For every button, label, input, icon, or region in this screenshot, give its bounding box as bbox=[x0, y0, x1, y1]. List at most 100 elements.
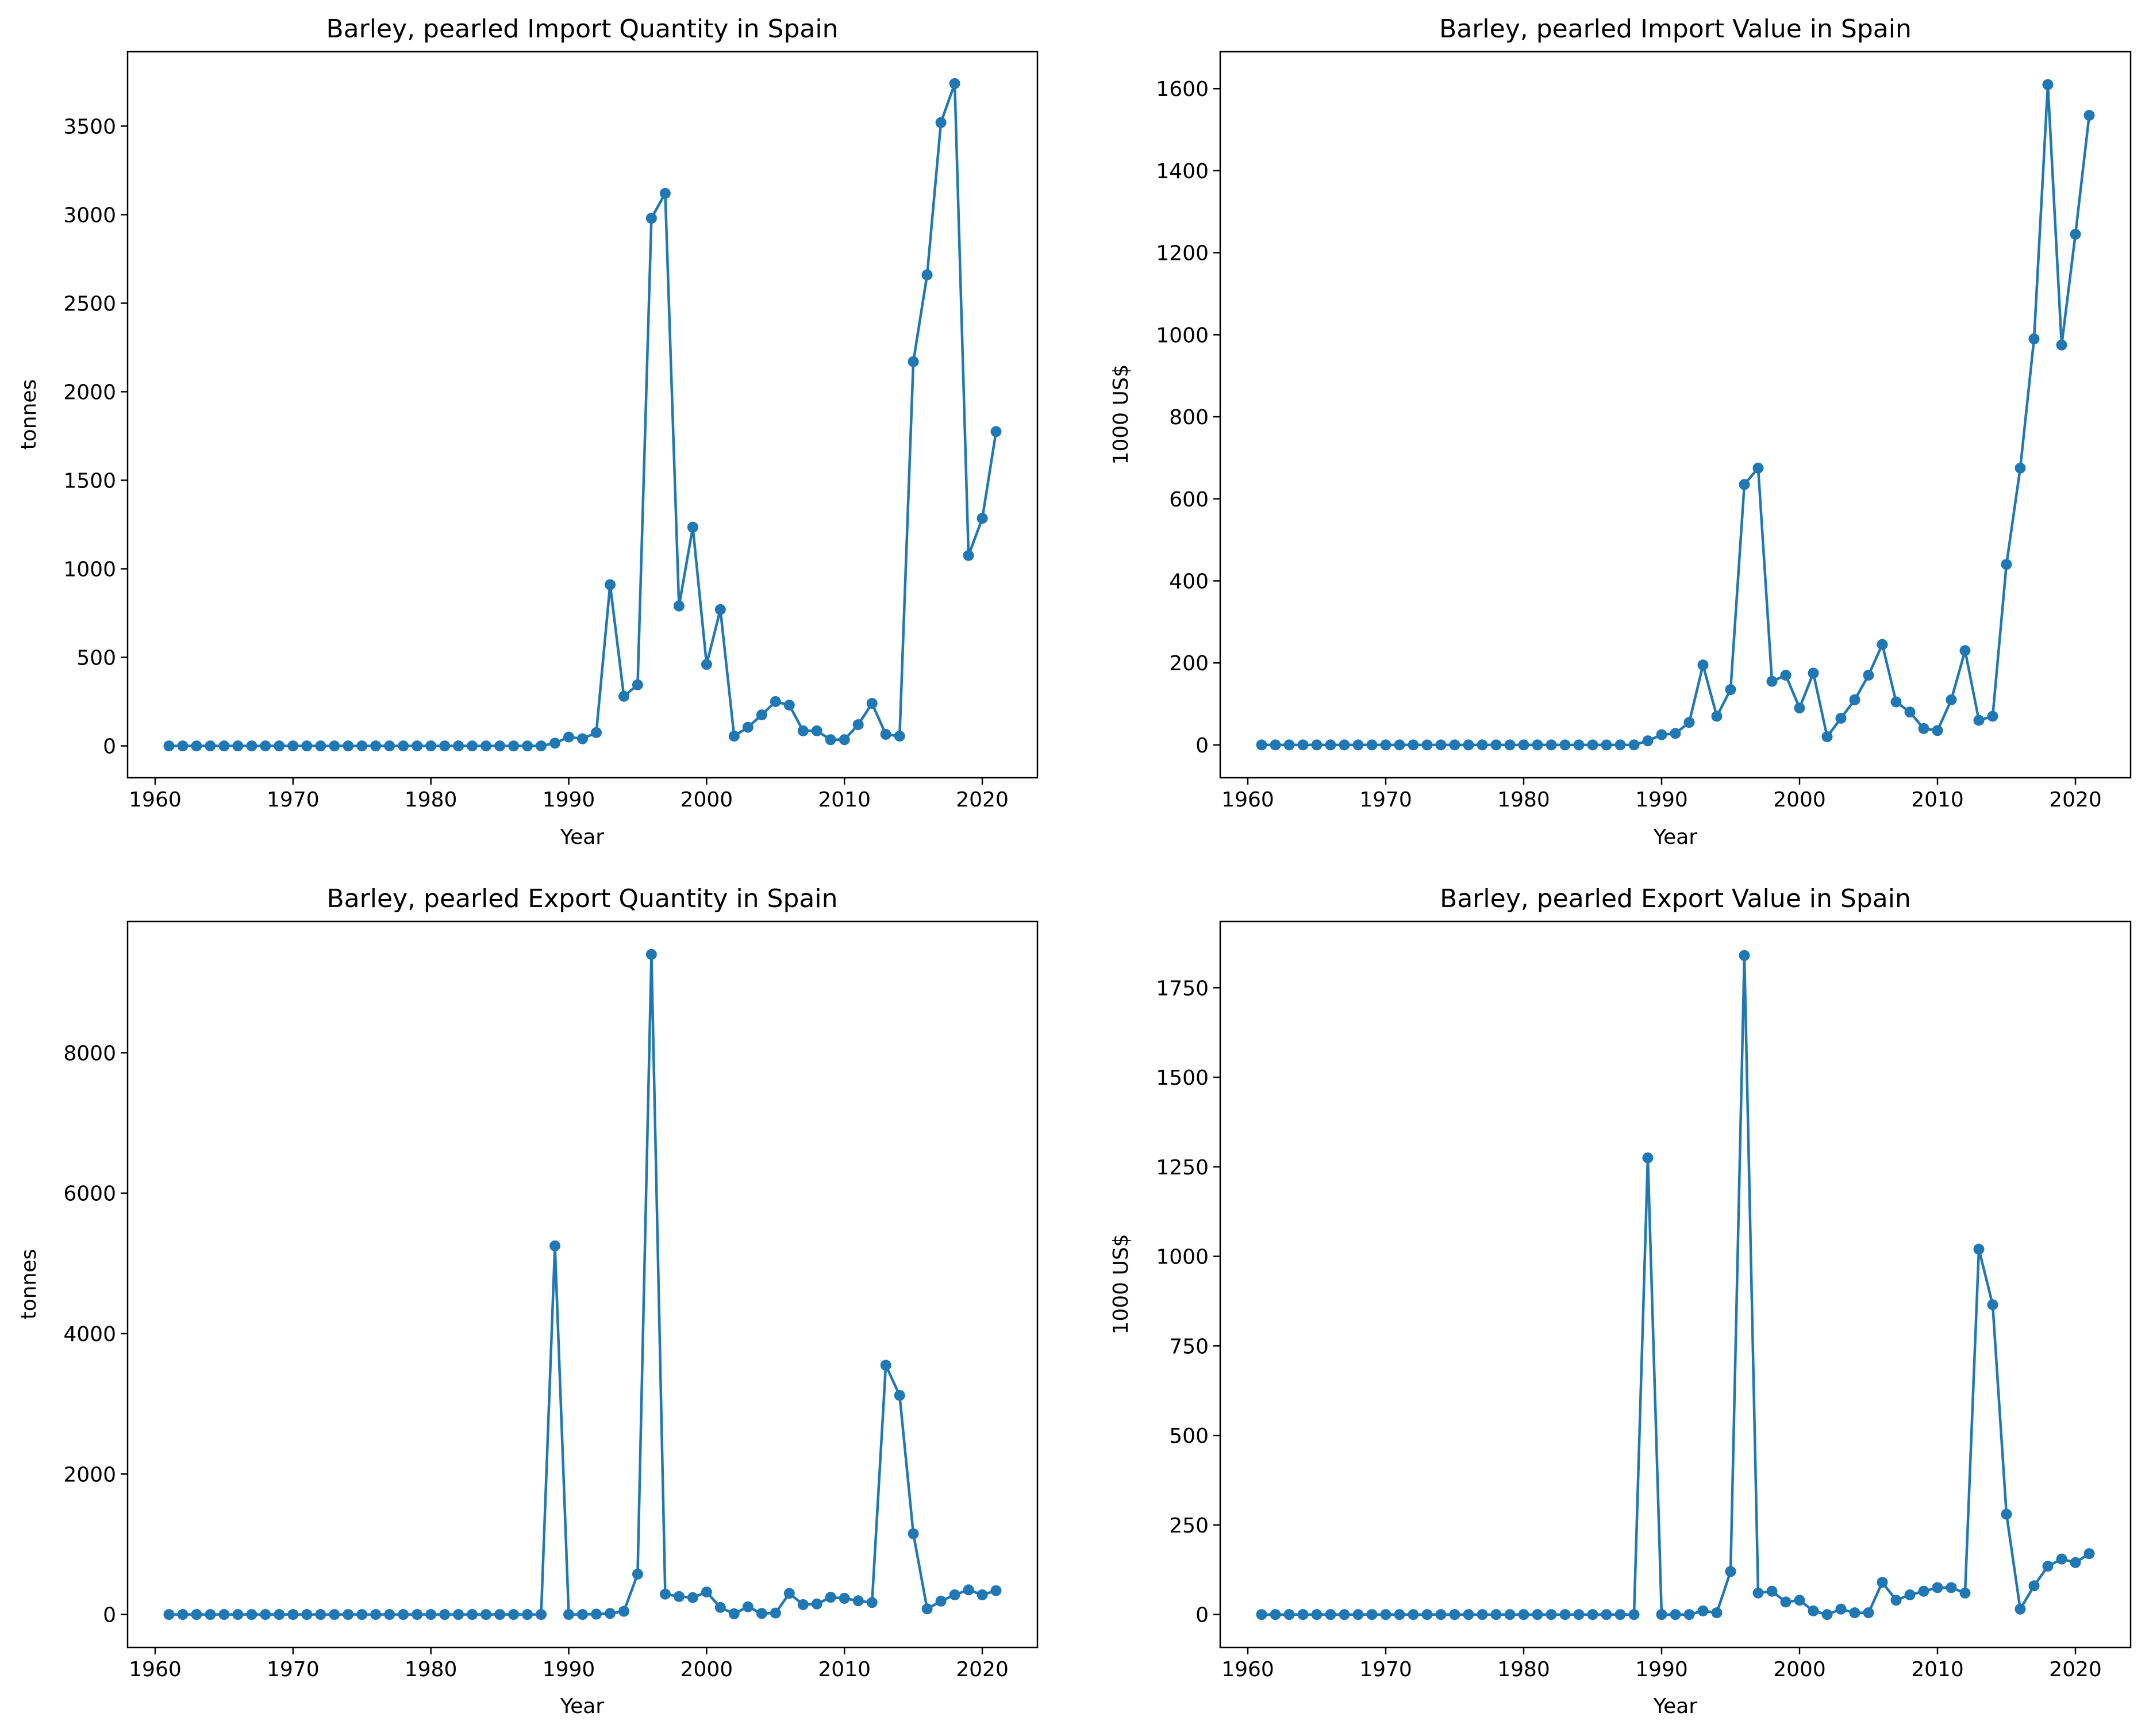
data-point bbox=[1559, 739, 1571, 751]
data-point bbox=[1283, 1609, 1295, 1620]
data-point bbox=[935, 1595, 947, 1607]
x-tick-label: 1970 bbox=[1359, 1658, 1412, 1681]
data-point bbox=[1959, 645, 1971, 656]
data-point bbox=[1739, 950, 1750, 961]
data-point bbox=[1352, 739, 1364, 751]
data-point bbox=[1339, 739, 1350, 751]
data-point bbox=[1918, 723, 1929, 734]
data-point bbox=[1739, 479, 1750, 490]
data-point bbox=[1490, 739, 1502, 751]
data-point bbox=[1311, 739, 1323, 751]
y-tick-label: 200 bbox=[1169, 652, 1209, 675]
data-point bbox=[467, 740, 478, 752]
x-tick-label: 2000 bbox=[1773, 788, 1826, 812]
y-tick-label: 1000 bbox=[1156, 324, 1209, 347]
data-point bbox=[1821, 1609, 1833, 1620]
data-point bbox=[177, 740, 189, 752]
data-point bbox=[1890, 696, 1902, 708]
data-point bbox=[439, 740, 451, 752]
data-point bbox=[2056, 1553, 2067, 1565]
data-point bbox=[1587, 1609, 1598, 1620]
x-tick-label: 1990 bbox=[1635, 788, 1688, 812]
data-point bbox=[949, 78, 960, 89]
data-point bbox=[839, 734, 850, 746]
data-point bbox=[632, 679, 643, 690]
data-point bbox=[163, 1609, 175, 1620]
y-tick-label: 6000 bbox=[63, 1182, 116, 1206]
data-point bbox=[756, 1608, 767, 1619]
x-tick-label: 1990 bbox=[1635, 1658, 1688, 1681]
data-point bbox=[811, 725, 822, 736]
x-tick-label: 1960 bbox=[129, 1658, 182, 1681]
data-point bbox=[1435, 1609, 1447, 1620]
x-tick-label: 2000 bbox=[1773, 1658, 1826, 1681]
axes-frame bbox=[1219, 51, 2132, 779]
data-point bbox=[453, 740, 464, 752]
data-point bbox=[825, 1592, 836, 1603]
data-point bbox=[218, 740, 230, 752]
data-point bbox=[894, 1390, 905, 1401]
y-tick-label: 600 bbox=[1169, 488, 1209, 512]
data-point bbox=[921, 1603, 933, 1615]
x-axis-label: Year bbox=[1653, 1695, 1697, 1718]
data-point bbox=[343, 1609, 354, 1620]
data-point bbox=[645, 948, 657, 960]
data-point bbox=[1380, 1609, 1391, 1620]
data-point bbox=[1380, 739, 1391, 751]
data-point bbox=[1780, 670, 1792, 681]
data-point bbox=[1642, 735, 1654, 747]
data-point bbox=[1752, 1587, 1764, 1599]
data-point bbox=[1711, 1607, 1723, 1619]
y-axis-label: 1000 US$ bbox=[1109, 1234, 1133, 1334]
data-point bbox=[1352, 1609, 1364, 1620]
data-point bbox=[605, 579, 616, 590]
data-point bbox=[659, 1588, 671, 1600]
data-point bbox=[260, 740, 271, 752]
data-point bbox=[1421, 739, 1433, 751]
data-point bbox=[866, 1597, 878, 1608]
x-tick-label: 2020 bbox=[956, 788, 1009, 812]
data-point bbox=[1932, 725, 1943, 736]
data-point bbox=[2083, 110, 2095, 121]
x-tick-label: 1970 bbox=[267, 788, 320, 812]
data-point bbox=[921, 269, 933, 281]
data-point bbox=[1794, 702, 1805, 714]
data-point bbox=[1670, 1609, 1681, 1620]
data-point bbox=[908, 1528, 919, 1539]
y-tick-label: 4000 bbox=[63, 1323, 116, 1346]
x-tick-label: 2000 bbox=[681, 1658, 733, 1681]
x-tick-label: 1980 bbox=[405, 1658, 458, 1681]
x-tick-label: 2010 bbox=[818, 1658, 871, 1681]
data-point bbox=[632, 1568, 643, 1580]
data-point bbox=[1477, 739, 1488, 751]
data-point bbox=[852, 719, 864, 731]
x-axis-label: Year bbox=[1653, 825, 1697, 849]
y-tick-label: 0 bbox=[103, 735, 116, 759]
data-point bbox=[1518, 1609, 1529, 1620]
y-tick-label: 500 bbox=[1169, 1424, 1209, 1448]
data-point bbox=[1808, 1605, 1819, 1616]
data-point bbox=[439, 1609, 451, 1620]
data-point bbox=[673, 1591, 685, 1602]
data-point bbox=[605, 1608, 616, 1619]
x-tick-label: 2000 bbox=[681, 788, 733, 812]
data-point bbox=[1656, 729, 1667, 740]
data-point bbox=[191, 740, 202, 752]
x-tick-label: 2010 bbox=[1911, 1658, 1964, 1681]
data-point bbox=[1504, 1609, 1516, 1620]
x-axis-label: Year bbox=[560, 825, 604, 849]
data-point bbox=[591, 1608, 602, 1620]
data-point bbox=[618, 690, 629, 702]
data-point bbox=[1394, 1609, 1405, 1620]
data-point bbox=[1794, 1595, 1805, 1606]
data-point bbox=[1270, 739, 1281, 751]
data-point bbox=[536, 1609, 547, 1620]
data-point bbox=[246, 740, 257, 752]
data-point bbox=[1573, 1609, 1585, 1620]
data-point bbox=[494, 740, 506, 752]
data-point bbox=[783, 700, 795, 711]
data-point bbox=[1821, 731, 1833, 743]
data-point bbox=[2042, 79, 2054, 90]
data-point bbox=[563, 1609, 574, 1620]
